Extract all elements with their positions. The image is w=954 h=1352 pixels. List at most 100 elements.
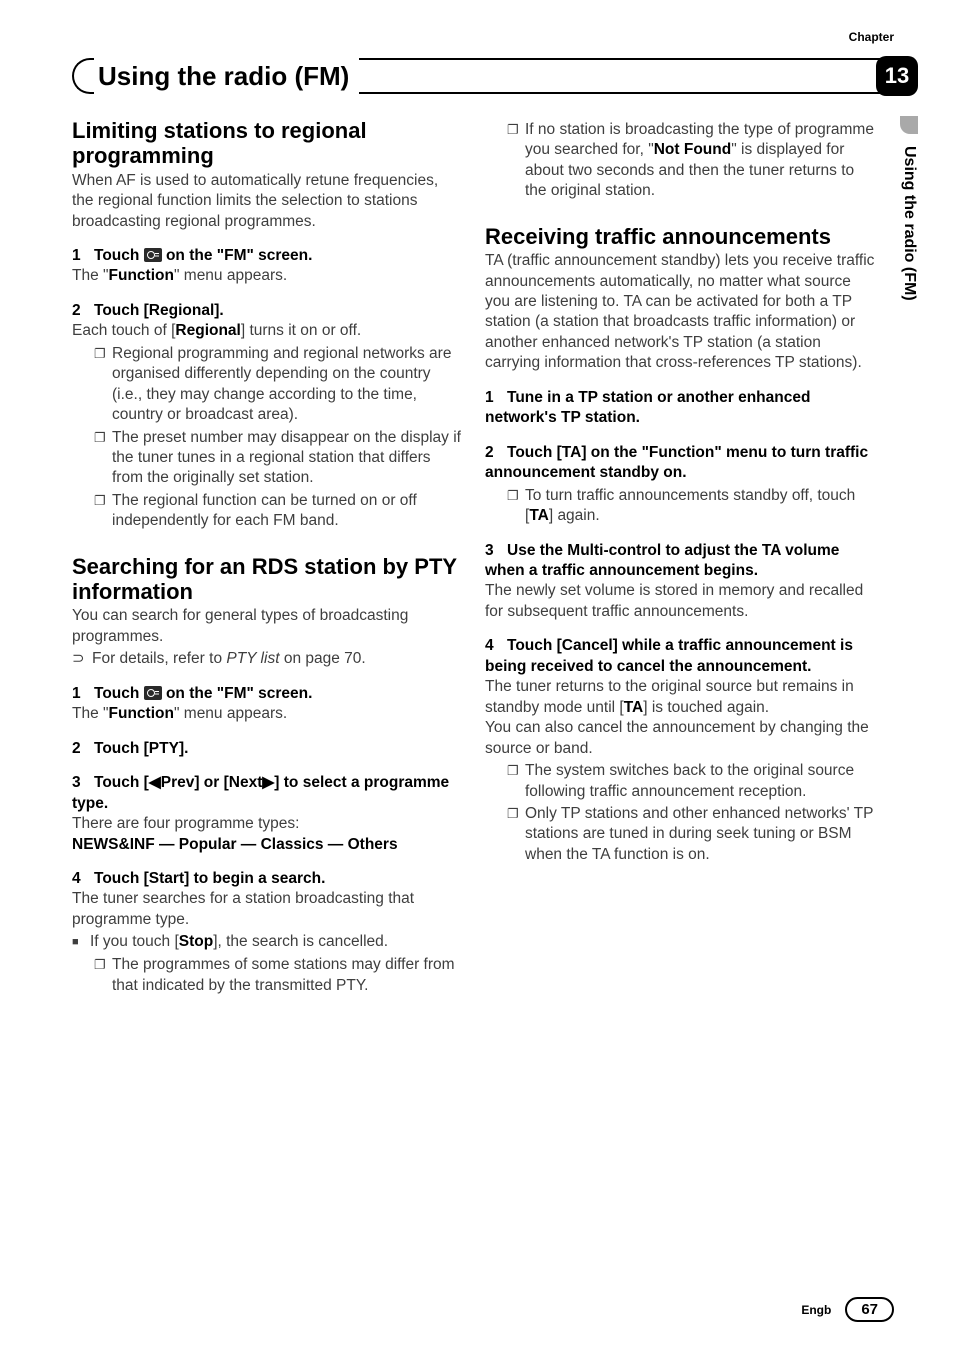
page: Chapter Using the radio (FM) 13 Using th…	[0, 0, 954, 1352]
step-text: Touch [Regional].	[94, 302, 224, 319]
text-c: ] turns it on or off.	[241, 322, 361, 339]
step-3-prev-next: 3Touch [◀Prev] or [Next▶] to select a pr…	[72, 773, 463, 814]
content-columns: Limiting stations to regional programmin…	[72, 118, 906, 996]
bullet-item: ❐The preset number may disappear on the …	[94, 428, 463, 489]
regional-notes: ❐Regional programming and regional netwo…	[94, 344, 463, 532]
stop-note: ■ If you touch [Stop], the search is can…	[72, 932, 463, 953]
step-3-after: There are four programme types:	[72, 814, 463, 834]
footer-language: Engb	[801, 1303, 831, 1317]
bullet-text: The system switches back to the original…	[525, 761, 876, 802]
settings-icon	[144, 686, 162, 700]
step-text-a: Touch	[94, 247, 144, 264]
step-4-after-1: The tuner returns to the original source…	[485, 677, 876, 718]
left-column: Limiting stations to regional programmin…	[72, 118, 463, 996]
sq-a: If you touch [	[90, 933, 179, 950]
bullet-item: ❐The regional function can be turned on …	[94, 491, 463, 532]
step-1-result-2: The "Function" menu appears.	[72, 704, 463, 724]
types-text: NEWS&INF — Popular — Classics — Others	[72, 836, 398, 853]
step-number: 3	[72, 773, 94, 793]
para-limiting-intro: When AF is used to automatically retune …	[72, 171, 463, 232]
step-text: Use the Multi-control to adjust the TA v…	[485, 542, 839, 579]
function-label: Function	[109, 267, 174, 284]
ta-label-2: TA	[624, 699, 644, 716]
step-2-regional: 2Touch [Regional].	[72, 301, 463, 321]
bullet-item: ❐ To turn traffic announcements standby …	[507, 486, 876, 527]
ref-c: on page 70.	[280, 650, 366, 667]
bullet-icon: ❐	[94, 491, 112, 511]
reference-arrow-icon: ⊃	[72, 649, 92, 669]
function-label: Function	[109, 705, 174, 722]
step-number: 2	[72, 739, 94, 759]
step-2-result: Each touch of [Regional] turns it on or …	[72, 321, 463, 341]
step-3-after: The newly set volume is stored in memory…	[485, 581, 876, 622]
step-1-fm-touch-2: 1Touch on the "FM" screen.	[72, 684, 463, 704]
pty-notes: ❐The programmes of some stations may dif…	[94, 955, 463, 996]
footer-page-number: 67	[845, 1297, 894, 1322]
bullet-icon: ❐	[507, 761, 525, 781]
title-cap-decoration	[72, 58, 94, 94]
side-tab-label: Using the radio (FM)	[888, 134, 918, 313]
step-1-tune-tp: 1Tune in a TP station or another enhance…	[485, 388, 876, 429]
chapter-label: Chapter	[849, 30, 894, 44]
step-number: 4	[485, 636, 507, 656]
heading-limiting-regional: Limiting stations to regional programmin…	[72, 118, 463, 169]
para-traffic-intro: TA (traffic announcement standby) lets y…	[485, 251, 876, 374]
step-text: Touch [Cancel] while a traffic announcem…	[485, 637, 853, 674]
bullet-text: If no station is broadcasting the type o…	[525, 120, 876, 202]
stop-text: If you touch [Stop], the search is cance…	[90, 932, 388, 952]
side-tab-connector	[900, 116, 918, 134]
bullet-icon: ❐	[507, 804, 525, 824]
sq-c: ], the search is cancelled.	[213, 933, 388, 950]
page-header: Using the radio (FM)	[72, 58, 906, 94]
bullet-icon: ❐	[94, 344, 112, 364]
step-1-result: The "Function" menu appears.	[72, 266, 463, 286]
reference-line: ⊃ For details, refer to PTY list on page…	[72, 649, 463, 669]
page-footer: Engb 67	[801, 1297, 894, 1322]
step-number: 2	[485, 443, 507, 463]
step-number: 3	[485, 541, 507, 561]
bullet-text: The programmes of some stations may diff…	[112, 955, 463, 996]
bullet-text: To turn traffic announcements standby of…	[525, 486, 876, 527]
step-text: Tune in a TP station or another enhanced…	[485, 389, 810, 426]
bullet-icon: ❐	[507, 486, 525, 506]
step-text-a: Touch	[94, 685, 144, 702]
para-rds-intro: You can search for general types of broa…	[72, 606, 463, 647]
step-number: 4	[72, 869, 94, 889]
step-text: Touch [Start] to begin a search.	[94, 870, 325, 887]
step-number: 1	[485, 388, 507, 408]
step-text: Touch [TA] on the "Function" menu to tur…	[485, 444, 868, 481]
bullet-item: ❐The programmes of some stations may dif…	[94, 955, 463, 996]
bullet-item: ❐ If no station is broadcasting the type…	[507, 120, 876, 202]
bullet-icon: ❐	[94, 428, 112, 448]
text-c: " menu appears.	[174, 267, 287, 284]
text-a: Each touch of [	[72, 322, 175, 339]
text-c: " menu appears.	[174, 705, 287, 722]
step-3-multi-control: 3Use the Multi-control to adjust the TA …	[485, 541, 876, 582]
settings-icon	[144, 248, 162, 262]
step-text: Touch [PTY].	[94, 740, 188, 757]
step-2-touch-ta: 2Touch [TA] on the "Function" menu to tu…	[485, 443, 876, 484]
step-4-cancel: 4Touch [Cancel] while a traffic announce…	[485, 636, 876, 677]
text-a: The "	[72, 705, 109, 722]
chapter-number-badge: 13	[876, 56, 918, 96]
ref-a: For details, refer to	[92, 650, 226, 667]
step-1-fm-touch: 1Touch on the "FM" screen.	[72, 246, 463, 266]
s4a-c: ] is touched again.	[643, 699, 769, 716]
text-a: The "	[72, 267, 109, 284]
bullet-text: Regional programming and regional networ…	[112, 344, 463, 426]
cancel-notes: ❐The system switches back to the origina…	[507, 761, 876, 865]
square-bullet-icon: ■	[72, 932, 90, 953]
regional-label: Regional	[175, 322, 240, 339]
heading-traffic: Receiving traffic announcements	[485, 224, 876, 249]
bullet-icon: ❐	[507, 120, 525, 140]
reference-text: For details, refer to PTY list on page 7…	[92, 649, 366, 669]
step-text: Touch [◀Prev] or [Next▶] to select a pro…	[72, 774, 449, 811]
step-4-start: 4Touch [Start] to begin a search.	[72, 869, 463, 889]
bullet-text: Only TP stations and other enhanced netw…	[525, 804, 876, 865]
bullet-text: The regional function can be turned on o…	[112, 491, 463, 532]
right-column: ❐ If no station is broadcasting the type…	[485, 118, 906, 996]
heading-rds-search: Searching for an RDS station by PTY info…	[72, 554, 463, 605]
b2-c: ] again.	[549, 507, 600, 524]
step-4-after: The tuner searches for a station broadca…	[72, 889, 463, 930]
not-found-label: Not Found	[654, 141, 731, 158]
